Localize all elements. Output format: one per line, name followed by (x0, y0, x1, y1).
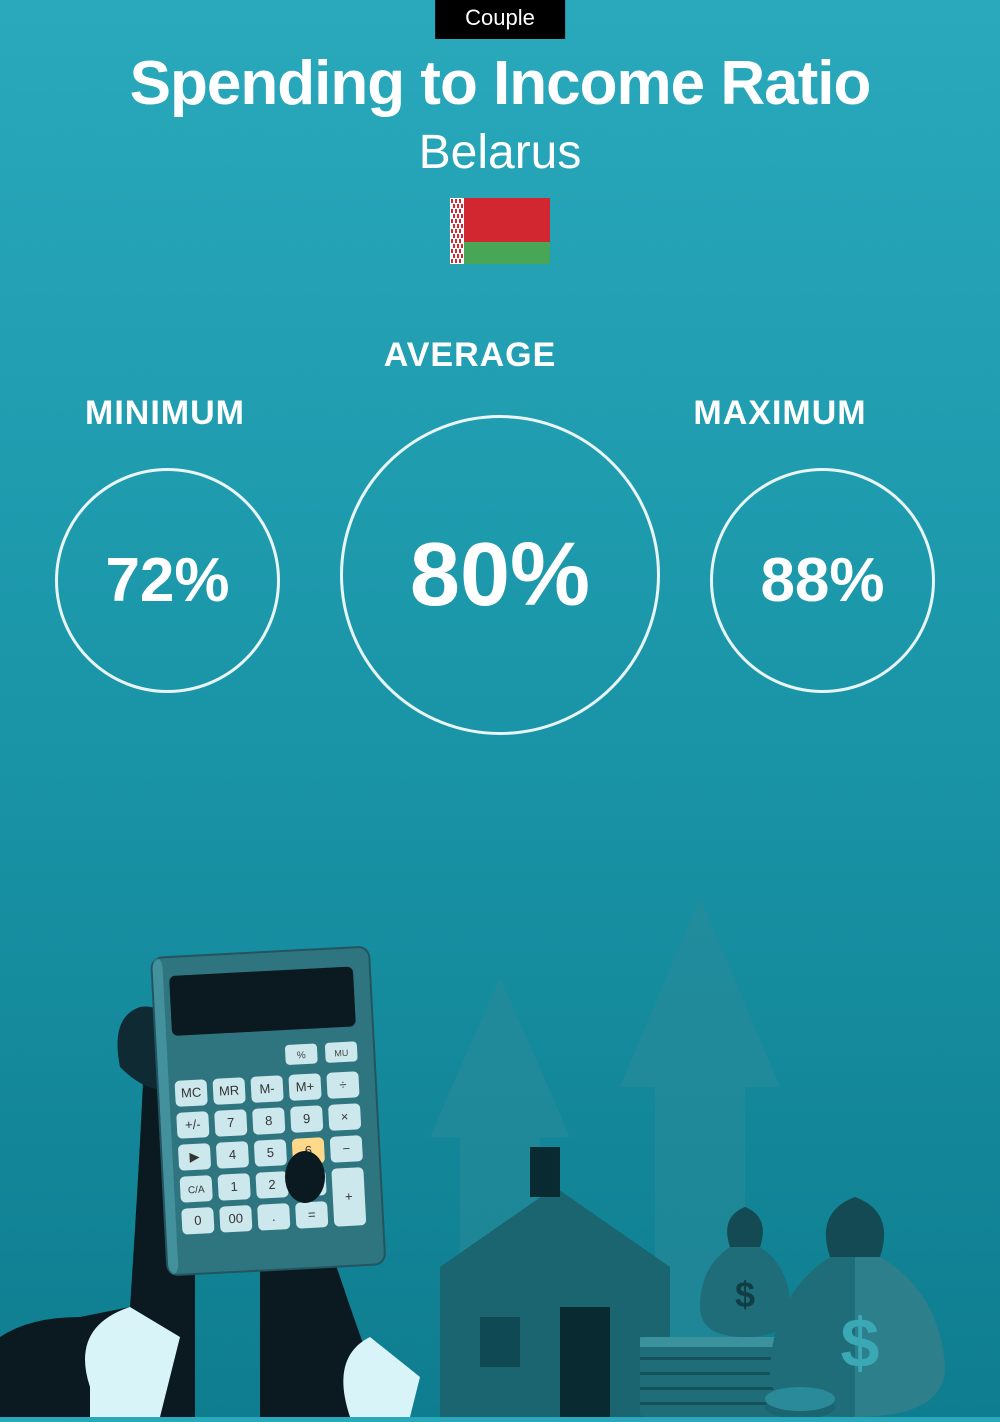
svg-text:+/-: +/- (185, 1117, 201, 1133)
svg-text:8: 8 (265, 1113, 273, 1128)
maximum-circle: 88% (710, 468, 935, 693)
page-title: Spending to Income Ratio (0, 48, 1000, 119)
svg-text:MU: MU (334, 1048, 349, 1059)
svg-text:%: % (297, 1050, 307, 1061)
svg-text:00: 00 (228, 1210, 243, 1226)
average-label: AVERAGE (380, 336, 560, 375)
svg-text:MC: MC (181, 1085, 202, 1101)
svg-text:M+: M+ (295, 1079, 314, 1095)
finance-illustration: $ $ % MU (0, 777, 1000, 1417)
belarus-flag-icon (450, 198, 550, 264)
svg-text:M-: M- (259, 1081, 275, 1097)
maximum-value: 88% (760, 545, 884, 616)
category-badge: Couple (435, 0, 565, 39)
svg-text:4: 4 (228, 1147, 236, 1162)
svg-text:$: $ (735, 1274, 755, 1315)
average-circle: 80% (340, 415, 660, 735)
svg-text:−: − (342, 1141, 350, 1156)
svg-text:$: $ (841, 1304, 880, 1382)
svg-text:▶: ▶ (189, 1149, 200, 1165)
minimum-label: MINIMUM (60, 394, 270, 433)
svg-text:1: 1 (230, 1179, 238, 1194)
svg-text:+: + (345, 1189, 353, 1204)
svg-text:C/A: C/A (188, 1184, 206, 1196)
svg-text:MR: MR (219, 1083, 240, 1099)
svg-text:9: 9 (303, 1111, 311, 1126)
svg-text:0: 0 (194, 1213, 202, 1228)
svg-text:2: 2 (268, 1177, 276, 1192)
svg-text:5: 5 (266, 1145, 274, 1160)
country-name: Belarus (0, 125, 1000, 180)
minimum-circle: 72% (55, 468, 280, 693)
svg-text:7: 7 (227, 1115, 235, 1130)
svg-text:=: = (308, 1207, 316, 1222)
average-value: 80% (410, 524, 590, 627)
minimum-value: 72% (105, 545, 229, 616)
maximum-label: MAXIMUM (680, 394, 880, 433)
svg-text:÷: ÷ (339, 1077, 347, 1092)
svg-text:×: × (340, 1109, 348, 1124)
